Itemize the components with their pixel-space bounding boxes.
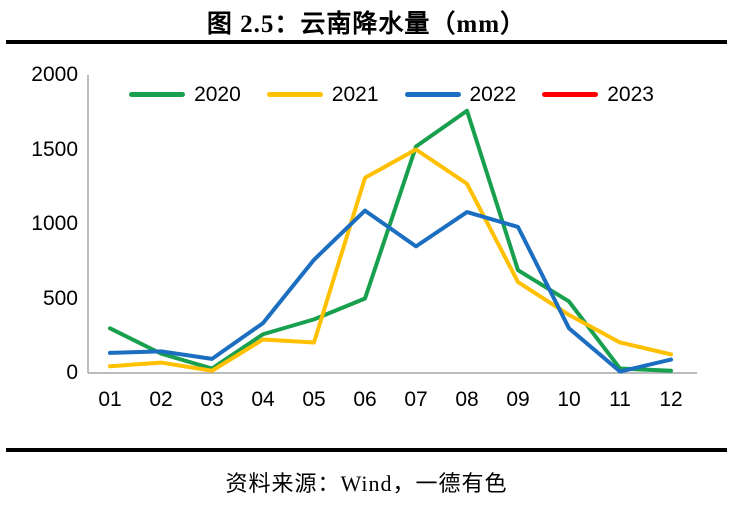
x-tick-label-03: 03 — [200, 388, 224, 411]
series-line-2021 — [108, 147, 673, 373]
bottom-divider-rule — [6, 448, 727, 452]
legend-item-2023: 2023 — [542, 84, 654, 105]
x-tick-label-07: 07 — [404, 388, 428, 411]
chart-title: 图 2.5：云南降水量（mm） — [206, 11, 527, 38]
legend-swatch-2021 — [266, 92, 323, 97]
series-line-2022 — [108, 208, 673, 374]
legend-item-2020: 2020 — [129, 84, 241, 105]
legend-item-2022: 2022 — [404, 83, 517, 106]
x-tick-label-11: 11 — [609, 388, 631, 411]
legend: 2020 2021 2022 2023 — [60, 84, 723, 105]
legend-label-2020: 2020 — [194, 83, 241, 106]
legend-item-2021: 2021 — [266, 83, 379, 106]
x-tick-label-02: 02 — [149, 388, 173, 411]
y-tick-label-500: 500 — [42, 286, 78, 310]
legend-swatch-2022 — [404, 92, 461, 97]
legend-swatch-2020 — [129, 92, 186, 97]
source-text: 资料来源：Wind，一德有色 — [225, 471, 508, 496]
x-tick-label-05: 05 — [302, 388, 326, 411]
series-line-2020 — [108, 108, 673, 373]
x-tick-label-06: 06 — [353, 388, 377, 411]
x-tick-label-08: 08 — [455, 388, 479, 411]
legend-label-2022: 2022 — [469, 83, 517, 106]
y-tick-label-0: 0 — [66, 361, 78, 384]
legend-label-2021: 2021 — [331, 83, 379, 106]
x-tick-label-04: 04 — [251, 388, 275, 411]
x-tick-label-10: 10 — [557, 388, 581, 411]
y-tick-label-2000: 2000 — [31, 63, 78, 86]
y-tick-label-1000: 1000 — [31, 212, 78, 235]
x-tick-label-09: 09 — [506, 388, 530, 411]
y-tick-label-1500: 1500 — [31, 137, 78, 161]
x-tick-label-12: 12 — [659, 388, 683, 411]
legend-label-2023: 2023 — [607, 83, 654, 106]
legend-swatch-2023 — [542, 92, 599, 97]
top-divider-rule — [6, 40, 727, 44]
x-tick-label-01: 01 — [98, 388, 122, 411]
